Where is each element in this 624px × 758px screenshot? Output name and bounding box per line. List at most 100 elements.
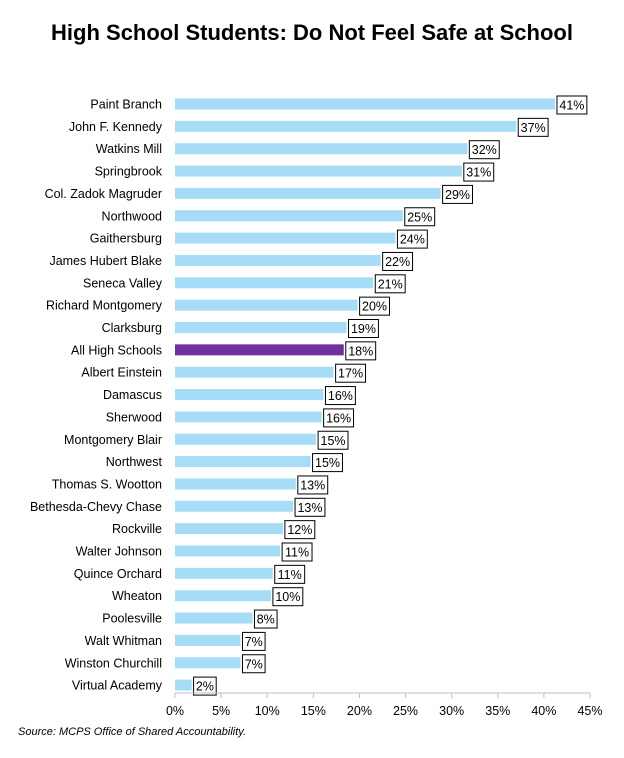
category-label: Montgomery Blair (64, 433, 162, 447)
x-tick-label: 25% (393, 704, 418, 718)
data-label-box (253, 609, 278, 629)
bar (175, 612, 253, 624)
category-label: Thomas S. Wootton (52, 477, 162, 491)
category-label: Poolesville (102, 612, 162, 626)
data-label: 25% (407, 210, 432, 224)
category-label: Seneca Valley (83, 276, 163, 290)
data-label: 24% (400, 233, 425, 247)
x-tick-label: 5% (212, 704, 230, 718)
x-axis: 0% 5% 10% 15% 20% 25% 30% 35% 40% 45% (166, 692, 603, 718)
data-label-box (284, 520, 316, 540)
category-label: Rockville (112, 522, 162, 536)
data-label: 22% (385, 255, 410, 269)
data-label: 29% (445, 188, 470, 202)
bar (175, 523, 283, 535)
bar (175, 322, 347, 333)
data-label-box (272, 587, 304, 607)
data-label-box (396, 229, 428, 249)
bar (175, 187, 441, 199)
category-label: Watkins Mill (96, 142, 162, 156)
data-label-box (193, 676, 217, 696)
data-label-box (274, 564, 306, 584)
data-label: 7% (245, 635, 263, 649)
data-label-box (241, 631, 266, 651)
category-label: Quince Orchard (74, 567, 162, 581)
data-label: 11% (278, 568, 302, 582)
category-label: Paint Branch (90, 98, 162, 112)
data-label-box (241, 654, 266, 674)
data-label-box (382, 251, 414, 271)
category-label: Wheaton (112, 589, 162, 603)
category-label: Bethesda-Chevy Chase (30, 500, 162, 514)
data-label: 16% (328, 389, 353, 403)
data-label-box (404, 207, 436, 227)
bar (175, 165, 462, 177)
data-label-box (348, 319, 379, 338)
category-label: Walter Johnson (76, 545, 162, 559)
bar (175, 679, 192, 691)
category-label: Northwest (106, 455, 163, 469)
data-label-box (359, 296, 391, 316)
category-label: Northwood (102, 209, 162, 223)
data-label: 8% (257, 613, 275, 627)
category-label: Springbrook (95, 165, 163, 179)
category-label: Col. Zadok Magruder (45, 187, 162, 201)
x-tick-label: 15% (301, 704, 326, 718)
bar (175, 500, 294, 512)
bar (175, 478, 296, 490)
data-label: 19% (351, 322, 376, 336)
category-label: James Hubert Blake (49, 254, 162, 268)
data-label: 10% (275, 590, 300, 604)
bar (175, 299, 358, 311)
data-label-box (312, 453, 343, 473)
data-label: 18% (348, 344, 373, 358)
data-label: 21% (378, 277, 403, 291)
data-label: 16% (326, 411, 351, 425)
data-label-box (517, 117, 549, 137)
data-label-box (335, 363, 367, 383)
category-label: Virtual Academy (72, 679, 163, 693)
x-tick-label: 30% (439, 704, 464, 718)
data-label: 11% (285, 546, 309, 560)
data-label: 41% (559, 99, 584, 113)
bar (175, 254, 381, 266)
data-label-box (556, 95, 588, 115)
bar (175, 366, 334, 378)
data-label-box (294, 497, 326, 517)
source-note: Source: MCPS Office of Shared Accountabi… (18, 726, 247, 738)
bar (175, 277, 374, 289)
data-label: 13% (300, 478, 325, 492)
data-label-box (463, 162, 495, 182)
category-label: Gaithersburg (90, 232, 162, 246)
data-label-box (442, 184, 474, 204)
bar (175, 545, 281, 557)
data-label-box (345, 341, 377, 361)
data-label-box (281, 542, 313, 562)
bar (175, 143, 468, 155)
bar (175, 433, 317, 445)
bar (175, 210, 403, 222)
data-label: 37% (521, 121, 546, 135)
x-tick-label: 10% (255, 704, 280, 718)
category-label: All High Schools (71, 343, 162, 357)
data-label: 31% (466, 166, 491, 180)
data-label-box (324, 386, 356, 406)
data-label: 15% (321, 434, 346, 448)
category-label: Winston Churchill (65, 656, 162, 670)
x-tick-label: 20% (347, 704, 372, 718)
bar (175, 567, 273, 579)
x-tick-label: 40% (531, 704, 556, 718)
bar (175, 657, 241, 669)
data-label-box (468, 140, 500, 160)
bar (175, 120, 517, 132)
bar (175, 98, 555, 110)
data-label: 15% (315, 456, 340, 470)
x-tick-label: 35% (485, 704, 510, 718)
data-label: 2% (196, 680, 214, 694)
category-label: Albert Einstein (81, 366, 162, 380)
chart-title: High School Students: Do Not Feel Safe a… (51, 20, 573, 45)
x-tick-label: 45% (577, 704, 602, 718)
data-label: 7% (245, 657, 263, 671)
category-label: John F. Kennedy (69, 120, 163, 134)
